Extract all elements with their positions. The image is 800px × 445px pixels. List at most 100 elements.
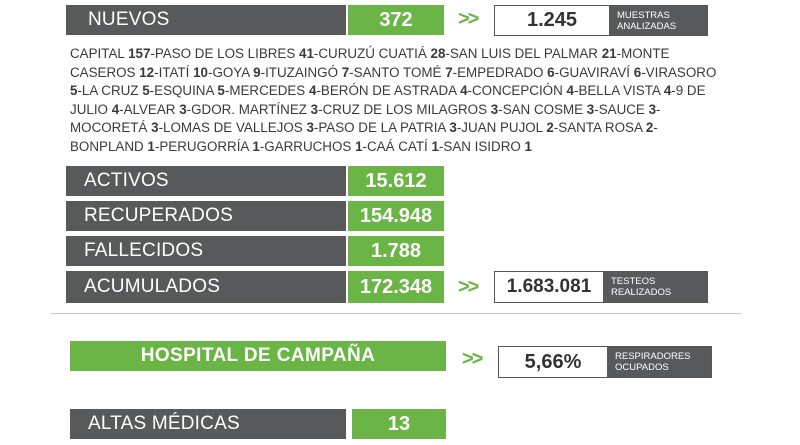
localidad-item: SAUCE 3 [599, 102, 656, 117]
localidad-name: ITATÍ [158, 64, 190, 80]
localidad-item: PASO DE LOS LIBRES 41 [155, 46, 314, 61]
testeos-caption-line1: TESTEOS [611, 276, 656, 287]
localidad-count: 7 [445, 64, 453, 80]
localidad-name: ITUZAINGÓ [265, 64, 338, 80]
fallecidos-value: 1.788 [348, 236, 444, 266]
localidad-count: 4 [460, 83, 468, 99]
localidad-name: MOCORETÁ [70, 120, 148, 136]
localidad-name: GDOR. MARTÍNEZ [191, 101, 307, 117]
respiradores-value: 5,66% [499, 347, 607, 377]
localidad-count: 4 [111, 101, 120, 117]
localidad-name: CRUZ DE LOS MILAGROS [322, 101, 488, 117]
localidad-item: SANTO TOMÉ 7 [354, 65, 453, 80]
localidad-count: 6 [547, 64, 555, 80]
localidad-item: ITUZAINGÓ 7 [265, 65, 349, 80]
hospital-title: HOSPITAL DE CAMPAÑA [70, 341, 446, 371]
localidad-item: EMPEDRADO 6 [457, 65, 555, 80]
localidad-name: GARRUCHOS [264, 138, 352, 154]
localidad-name: EMPEDRADO [457, 64, 544, 80]
localidad-name: CAPITAL [70, 46, 125, 61]
localidad-count: 21 [601, 46, 617, 61]
nuevos-value: 372 [348, 5, 444, 35]
localidad-count: 28 [430, 46, 446, 61]
localidad-name: CONCEPCIÓN [472, 83, 563, 99]
testeos-caption: TESTEOS REALIZADOS [603, 272, 707, 302]
localidad-count: 4 [566, 83, 574, 99]
testeos-caption-line2: REALIZADOS [611, 287, 672, 298]
localidad-item: SAN ISIDRO 1 [443, 139, 532, 154]
activos-value: 15.612 [348, 166, 444, 196]
localidad-item: BERÓN DE ASTRADA 4 [321, 83, 468, 98]
localidad-item: BELLA VISTA 4 [578, 83, 671, 98]
localidad-count: 1 [147, 138, 155, 154]
localidad-count: 3 [648, 101, 657, 117]
localidad-item: ALVEAR 3 [124, 102, 187, 117]
localidad-count: 4 [663, 83, 672, 99]
localidad-name: SANTA ROSA [558, 120, 643, 136]
acumulados-value: 172.348 [348, 271, 444, 303]
localidad-item: MERCEDES 4 [229, 83, 316, 98]
localidades-list: CAPITAL 157-PASO DE LOS LIBRES 41-CURUZÚ… [70, 46, 717, 154]
localidad-item: CURUZÚ CUATIÁ 28 [318, 46, 445, 61]
localidad-count: 9 [253, 64, 261, 80]
localidad-item: ESQUINA 5 [154, 83, 225, 98]
localidad-count: 2 [546, 120, 554, 136]
muestras-caption: MUESTRAS ANALIZADAS [609, 6, 707, 35]
localidad-count: 3 [310, 101, 319, 117]
localidad-item: GARRUCHOS 1 [264, 139, 362, 154]
localidad-item: GOYA 9 [212, 65, 260, 80]
localidad-name: SAN LUIS DEL PALMAR [449, 46, 598, 61]
chevron-right-icon: >> [462, 348, 483, 370]
fallecidos-label: FALLECIDOS [66, 236, 346, 266]
localidad-count: 41 [299, 46, 314, 61]
localidad-name: CAÁ CATÍ [366, 138, 428, 154]
localidad-name: ALVEAR [123, 101, 176, 117]
localidad-name: LA CRUZ [81, 83, 139, 99]
localidad-count: 5 [70, 83, 78, 99]
respiradores-caption: RESPIRADORES OCUPADOS [607, 347, 711, 377]
localidad-item: LA CRUZ 5 [82, 83, 150, 98]
localidad-name: BELLA VISTA [578, 83, 661, 99]
localidad-item: GUAVIRAVÍ 6 [559, 65, 641, 80]
localidad-item: VIRASORO 5 [70, 65, 716, 99]
localidad-item: ITATÍ 10 [159, 65, 208, 80]
localidad-count: 1 [355, 138, 363, 154]
localidad-count: 3 [586, 101, 595, 117]
localidad-item: PERUGORRÍA 1 [159, 139, 259, 154]
localidad-item: CAÁ CATÍ 1 [367, 139, 439, 154]
localidad-count: 3 [490, 101, 499, 117]
localidad-name: SANTO TOMÉ [353, 64, 442, 80]
muestras-caption-line2: ANALIZADAS [617, 20, 677, 32]
localidad-count: 1 [431, 138, 439, 154]
localidad-name: SAN COSME [502, 101, 584, 117]
localidad-item: CAPITAL 157 [70, 46, 150, 61]
localidad-name: VIRASORO [645, 64, 717, 80]
localidad-count: 3 [151, 120, 159, 136]
localidad-item: CRUZ DE LOS MILAGROS 3 [323, 102, 499, 117]
localidad-name: MERCEDES [229, 83, 306, 99]
localidad-count: 1 [524, 138, 532, 154]
localidad-name: ESQUINA [154, 83, 214, 99]
localidad-count: 5 [142, 83, 150, 99]
localidad-name: PERUGORRÍA [159, 138, 249, 154]
localidad-count: 2 [645, 120, 654, 136]
recuperados-value: 154.948 [348, 201, 444, 231]
localidad-item: MOCORETÁ 3 [70, 120, 159, 135]
muestras-box: 1.245 MUESTRAS ANALIZADAS [494, 5, 708, 36]
acumulados-label: ACUMULADOS [66, 271, 346, 303]
respiradores-box: 5,66% RESPIRADORES OCUPADOS [498, 346, 712, 378]
localidad-item: PASO DE LA PATRIA 3 [318, 120, 456, 135]
localidad-item: JUAN PUJOL 2 [461, 120, 554, 135]
localidad-item: MONTE CASEROS 12 [70, 46, 669, 80]
localidad-count: 157 [128, 46, 151, 61]
activos-label: ACTIVOS [66, 166, 346, 196]
separator [50, 313, 742, 314]
localidad-count: 3 [179, 101, 187, 117]
localidad-name: JUAN PUJOL [461, 120, 543, 136]
localidad-name: PASO DE LOS LIBRES [154, 46, 296, 61]
localidad-count: 1 [252, 138, 260, 154]
localidad-name: MONTE CASEROS [70, 46, 670, 80]
localidad-name: BONPLAND [70, 138, 144, 154]
localidad-item: SAN COSME 3 [503, 102, 595, 117]
localidad-item: SAN LUIS DEL PALMAR 21 [450, 46, 617, 61]
